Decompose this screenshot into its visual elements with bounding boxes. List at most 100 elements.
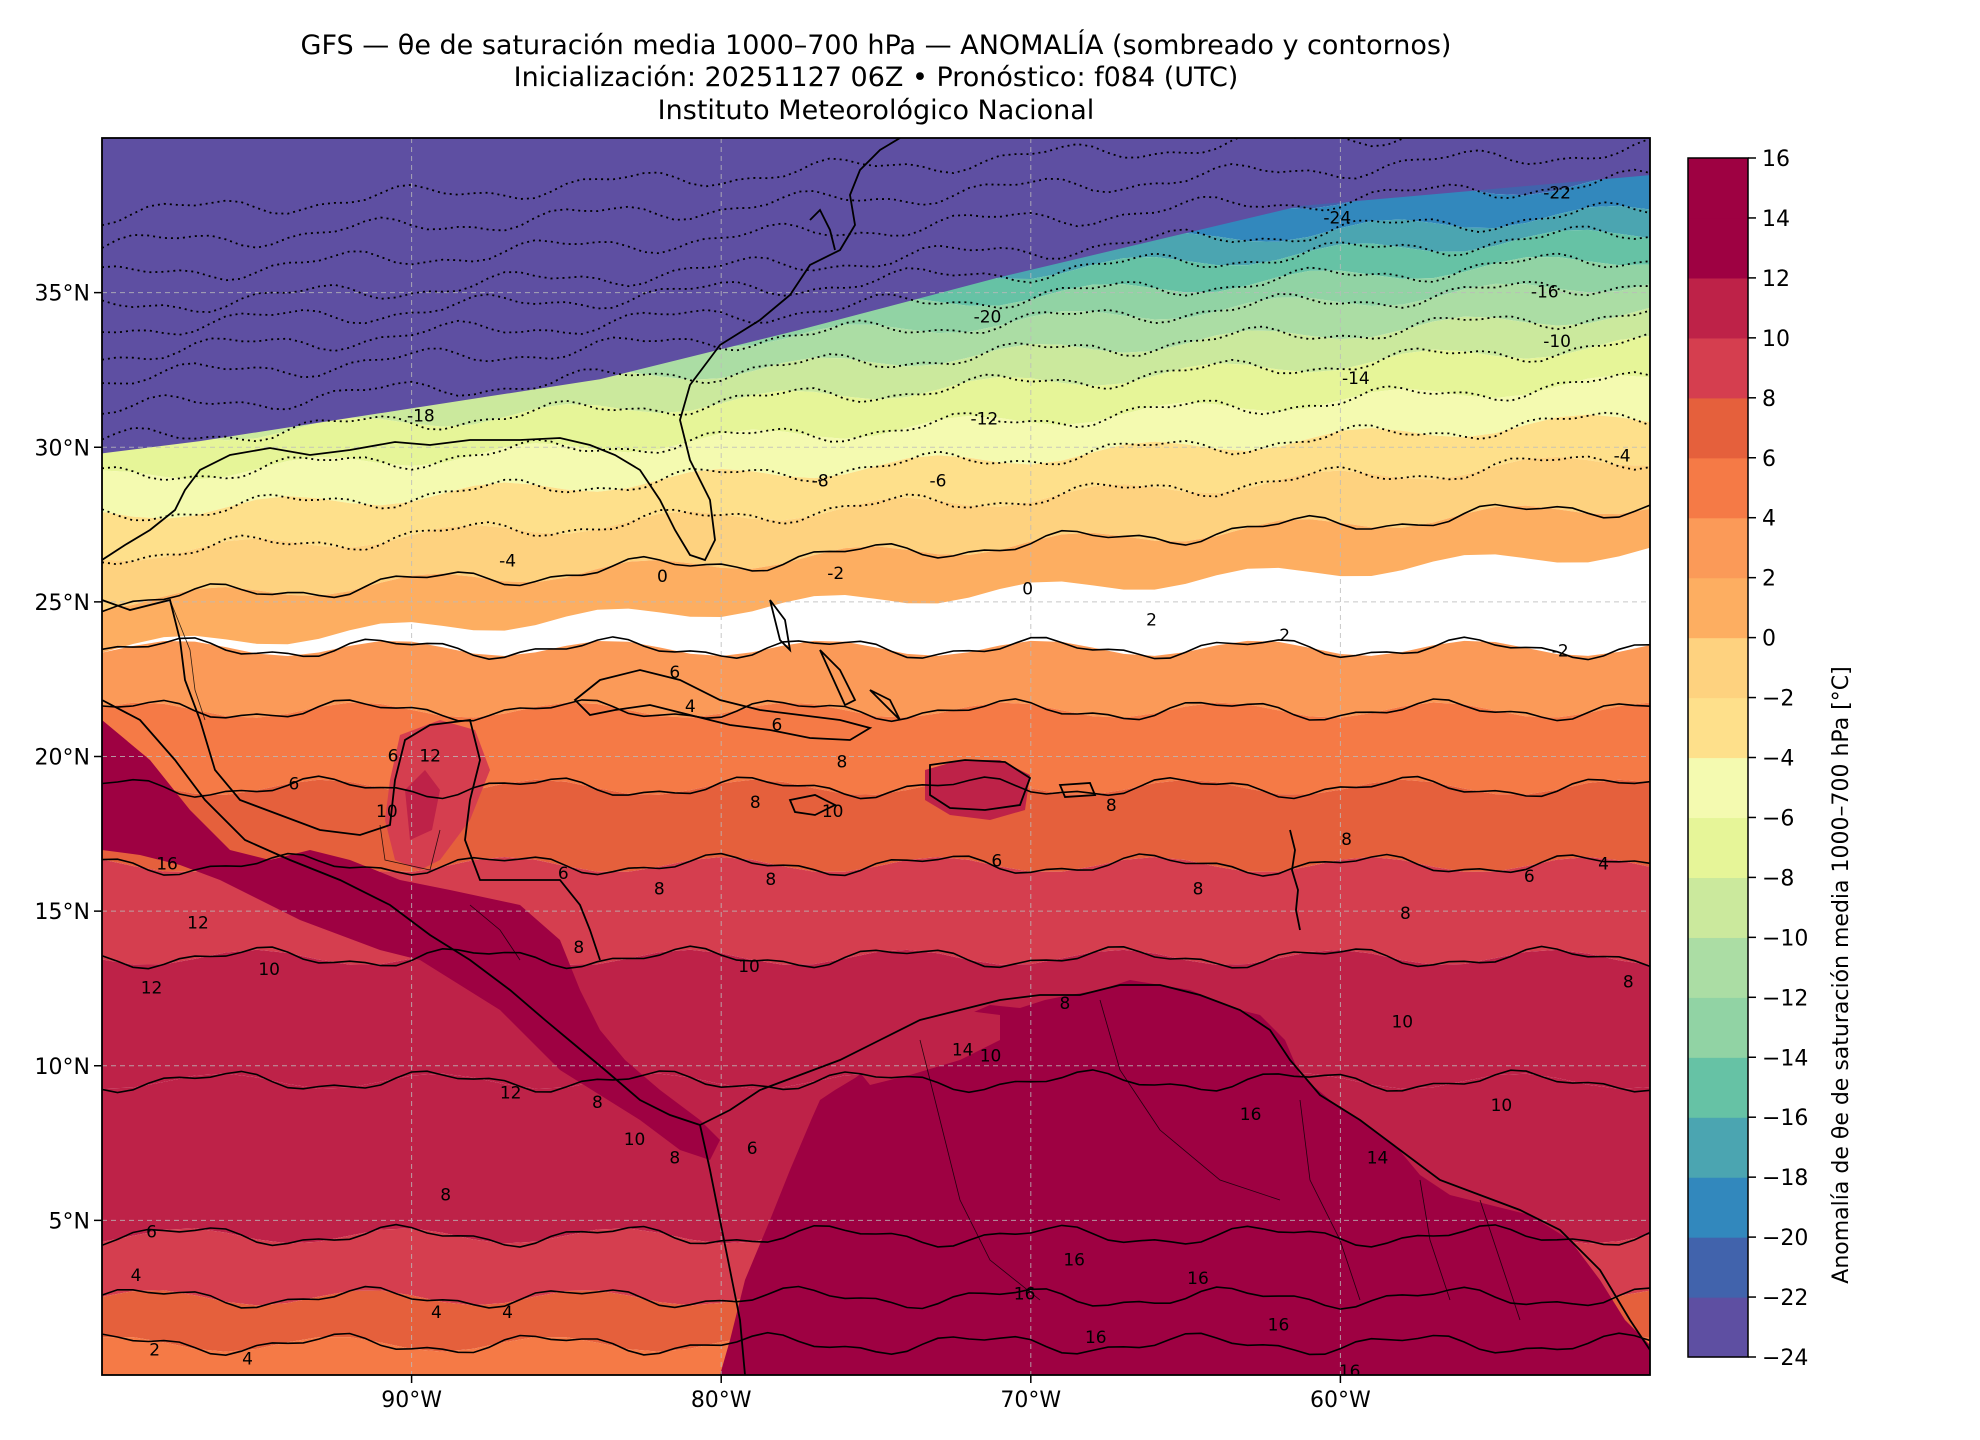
colorbar-segment	[1688, 158, 1748, 219]
colorbar-tick-label: 6	[1762, 447, 1776, 472]
colorbar-segment	[1688, 217, 1748, 279]
contour-label: 10	[1491, 1096, 1513, 1116]
colorbar-segment	[1688, 277, 1748, 339]
contour-label: 8	[1341, 830, 1352, 850]
colorbar-segment	[1688, 1237, 1748, 1298]
y-tick-label: 10°N	[35, 1055, 90, 1080]
contour-label: 6	[669, 663, 680, 683]
negative-contour	[102, 225, 1650, 336]
colorbar-segment	[1688, 877, 1748, 938]
contour-label: 16	[1187, 1269, 1209, 1289]
positive-contour	[102, 1331, 1650, 1357]
contour-label: -4	[1614, 447, 1631, 467]
contour-label: -22	[1543, 184, 1571, 204]
contour-label: 10	[376, 802, 398, 822]
contour-label: 12	[419, 747, 441, 767]
anomaly-band	[102, 414, 1650, 562]
contour-label: 8	[669, 1149, 680, 1169]
contour-label: 16	[1240, 1105, 1262, 1125]
negative-contour	[102, 252, 1650, 361]
colorbar-tick-label: −6	[1762, 806, 1794, 831]
contour-label: 8	[765, 870, 776, 890]
negative-contour	[102, 332, 1650, 443]
colorbar-segment	[1688, 1057, 1748, 1118]
contour-label: 10	[1391, 1012, 1413, 1032]
contour-label: 0	[1022, 580, 1033, 600]
colorbar-segment	[1688, 397, 1748, 459]
negative-contour	[102, 138, 1407, 227]
colorbar-segment	[1688, 937, 1748, 998]
colorbar-segment	[1688, 577, 1748, 639]
colorbar-segment	[1688, 817, 1748, 878]
contour-label: 10	[980, 1046, 1002, 1066]
latitude-axis: 35°N 30°N 25°N 20°N 15°N 10°N 5°N	[35, 282, 102, 1234]
yucatan-core	[405, 770, 440, 840]
map-area: -24-22-20-16-14-12-10-18-8 -6-4-40 -2022-2…	[102, 138, 1650, 1382]
contour-label: 8	[1400, 904, 1411, 924]
contour-label: 10	[258, 960, 280, 980]
contour-label: 2	[149, 1340, 160, 1360]
x-tick-label: 60°W	[1310, 1388, 1371, 1413]
contour-label: 6	[388, 747, 399, 767]
colorbar-tick-label: 14	[1762, 207, 1790, 232]
colorbar-tick-label: −14	[1762, 1046, 1808, 1071]
contour-label: -12	[970, 409, 998, 429]
contour-label: 8	[837, 753, 848, 773]
contour-label: 12	[500, 1084, 522, 1104]
y-tick-label: 20°N	[35, 746, 90, 771]
contour-label: 8	[573, 938, 584, 958]
colorbar-segment	[1688, 517, 1748, 579]
positive-contour	[102, 698, 1650, 723]
anomaly-band	[102, 335, 1650, 480]
y-tick-label: 15°N	[35, 900, 90, 925]
colorbar-tick-label: 12	[1762, 267, 1790, 292]
x-tick-label: 80°W	[691, 1388, 752, 1413]
anomaly-band	[102, 307, 1650, 441]
contour-label: 16	[1339, 1362, 1361, 1382]
negative-contour	[102, 168, 1650, 282]
contour-label: -2	[827, 564, 844, 584]
contour-label: 4	[131, 1266, 142, 1286]
positive-contour	[102, 1223, 1650, 1248]
contour-label: 8	[1193, 879, 1204, 899]
positive-contour	[102, 1069, 1650, 1094]
title-line-2: Inicialización: 20251127 06Z • Pronóstic…	[513, 62, 1239, 93]
anomaly-band	[102, 456, 1650, 610]
central-america-anomaly	[102, 720, 720, 1160]
y-tick-label: 25°N	[35, 591, 90, 616]
title-line-1: GFS — θe de saturación media 1000–700 hP…	[300, 30, 1452, 61]
contour-label: 10	[822, 802, 844, 822]
negative-contour	[102, 371, 1650, 482]
colorbar-tick-label: 4	[1762, 507, 1776, 532]
positive-contour	[102, 636, 1650, 661]
negative-contour	[102, 201, 1650, 314]
colorbar-tick-label: −24	[1762, 1346, 1808, 1371]
contour-label: 16	[1063, 1251, 1085, 1271]
contour-label: -24	[1323, 208, 1351, 228]
colorbar-segment	[1688, 1297, 1748, 1358]
colorbar-tick-label: 2	[1762, 567, 1776, 592]
colorbar-segment	[1688, 457, 1748, 519]
contour-label: 8	[654, 879, 665, 899]
contour-label: 16	[156, 855, 178, 875]
contour-label: 12	[141, 978, 163, 998]
contour-label: 4	[685, 697, 696, 717]
negative-contour	[102, 455, 1650, 566]
x-tick-label: 90°W	[381, 1388, 442, 1413]
contour-label: 16	[1268, 1316, 1290, 1336]
contour-label: 4	[1598, 855, 1609, 875]
contour-label: -18	[407, 406, 435, 426]
contour-label: -2	[1552, 641, 1569, 661]
contour-label: 8	[440, 1186, 451, 1206]
anomaly-band	[102, 779, 1650, 872]
colorbar-tick-label: −20	[1762, 1226, 1808, 1251]
country-borders	[169, 599, 1521, 1321]
contour-label: 2	[1146, 610, 1157, 630]
contour-label: 10	[738, 957, 760, 977]
colorbar-segment	[1688, 697, 1748, 759]
hispaniola-anomaly	[925, 760, 1030, 820]
cold-anomaly-area	[102, 138, 1650, 454]
contour-label: 8	[1106, 796, 1117, 816]
